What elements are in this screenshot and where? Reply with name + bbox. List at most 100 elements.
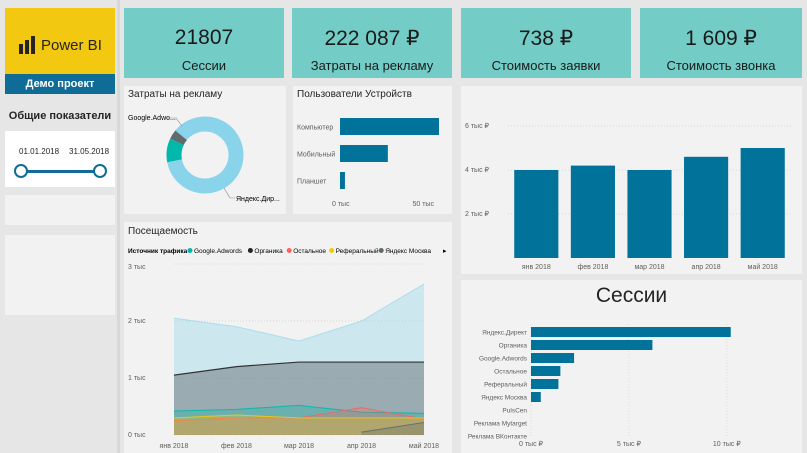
category-label: апр 2018: [692, 264, 721, 271]
legend-marker: [187, 248, 193, 253]
donut-slice: [166, 138, 184, 163]
traffic-area-chart[interactable]: Источник трафика Google.Adwords Органика Ос…: [124, 222, 452, 453]
bar: [340, 118, 439, 135]
date-to[interactable]: 31.05.2018: [69, 147, 110, 156]
bar: [531, 379, 559, 389]
kpi-sessions: 21807 Сессии: [124, 8, 284, 78]
legend-scroll-arrow: ▸: [443, 248, 447, 255]
leader-line: [223, 187, 235, 199]
kpi-label: Стоимость звонка: [666, 58, 776, 73]
donut-slice: [167, 116, 244, 194]
devices-bar-chart[interactable]: Компьютер Мобильный Планшет 0 тыс 50 тыс: [293, 86, 452, 214]
bar: [570, 165, 615, 258]
section-title: Общие показатели: [8, 110, 112, 122]
series-area: [361, 422, 424, 435]
donut-slice: [170, 130, 188, 146]
bar: [531, 366, 561, 376]
legend-marker: [286, 248, 292, 253]
legend-entry: Реферальный: [336, 247, 379, 255]
legend-marker: [378, 248, 384, 253]
devices-panel: Пользователи Устройств Компьютер Мобильны…: [293, 86, 452, 214]
ad-costs-panel: Затраты на рекламу Google.Adwo... Яндекс.…: [124, 86, 286, 214]
tick-label: 3 тыс: [128, 264, 146, 271]
tick-label: 0 тыс: [128, 432, 146, 439]
bar: [531, 353, 575, 363]
date-from[interactable]: 01.01.2018: [19, 147, 60, 156]
category-label: Google.Adwords: [479, 356, 528, 363]
series-area: [174, 407, 424, 435]
bar: [514, 170, 559, 258]
slider-track[interactable]: [21, 170, 101, 173]
slice-label: Яндекс.Дир...: [236, 196, 280, 203]
slider-handle-start[interactable]: [14, 164, 28, 178]
monthly-costs-panel: 2 тыс ₽ 4 тыс ₽ 6 тыс ₽ янв 2018 фев 2018 мар…: [461, 86, 802, 274]
series-line: [173, 283, 425, 342]
legend-entry: Остальное: [293, 248, 326, 255]
chart-title: Пользователи Устройств: [297, 89, 412, 100]
series-area: [174, 283, 424, 435]
tick-label: 4 тыс ₽: [465, 166, 490, 174]
legend-marker: [247, 248, 253, 253]
kpi-label: Стоимость заявки: [491, 58, 601, 73]
kpi-label: Затраты на рекламу: [310, 58, 434, 73]
kpi-call-cost: 1 609 ₽ Стоимость звонка: [640, 8, 802, 78]
bar: [531, 392, 541, 402]
chart-title: Затраты на рекламу: [128, 89, 223, 100]
leader-line: [166, 117, 183, 127]
bar: [340, 172, 345, 189]
legend-entry: Google.Adwords: [194, 248, 243, 255]
sessions-bar-chart[interactable]: 0 тыс ₽ 5 тыс ₽ 10 тыс ₽ Яндекс.Директ Орган…: [461, 280, 802, 453]
monthly-costs-chart[interactable]: 2 тыс ₽ 4 тыс ₽ 6 тыс ₽ янв 2018 фев 2018 мар…: [461, 86, 802, 274]
kpi-label: Сессии: [181, 58, 227, 73]
category-label: Компьютер: [297, 125, 333, 132]
slice-label: Google.Adwo...: [128, 115, 176, 122]
series-line: [173, 414, 424, 419]
category-label: янв 2018: [522, 264, 551, 271]
category-label: Планшет: [297, 179, 327, 186]
tick-label: 10 тыс ₽: [713, 440, 741, 448]
tick-label: 0 тыс: [332, 201, 350, 208]
ad-costs-donut[interactable]: Google.Adwo... Яндекс.Дир...: [124, 86, 286, 214]
kpi-lead-cost: 738 ₽ Стоимость заявки: [461, 8, 631, 78]
kpi-value: 222 087 ₽: [324, 27, 420, 50]
tick-label: 5 тыс ₽: [617, 440, 642, 448]
series-line: [173, 361, 424, 376]
category-label: Реклама Mytarget: [474, 421, 527, 428]
sessions-panel: Сессии 0 тыс ₽ 5 тыс ₽ 10 тыс ₽ Яндекс.Дире…: [461, 280, 802, 453]
series-area: [174, 362, 424, 435]
category-label: фев 2018: [577, 264, 608, 271]
bar: [531, 327, 731, 337]
tick-label: 50 тыс: [413, 201, 435, 208]
sidebar-empty-panel: [5, 235, 115, 315]
tick-label: 6 тыс ₽: [465, 122, 490, 130]
kpi-value: 21807: [174, 26, 234, 49]
tick-label: 1 тыс: [128, 375, 146, 382]
category-label: май 2018: [748, 263, 778, 271]
sidebar-empty-tile: [5, 195, 115, 225]
bar: [684, 156, 729, 258]
series-area: [174, 405, 424, 435]
category-label: Реферальный: [484, 381, 527, 389]
legend-entry: Органика: [254, 248, 283, 255]
brand-name: Power BI: [41, 37, 102, 54]
category-label: май 2018: [409, 442, 439, 450]
category-label: апр 2018: [347, 443, 376, 450]
slider-handle-end[interactable]: [93, 164, 107, 178]
category-label: Яндекс.Директ: [482, 330, 527, 337]
series-line: [361, 421, 425, 433]
tick-label: 0 тыс ₽: [519, 440, 544, 448]
category-label: мар 2018: [284, 443, 314, 450]
date-slicer: 01.01.2018 31.05.2018: [5, 131, 115, 187]
series-area: [174, 415, 424, 435]
category-label: Органика: [499, 343, 528, 350]
chart-title: Сессии: [595, 284, 668, 307]
tick-label: 2 тыс ₽: [465, 210, 490, 218]
category-label: Остальное: [494, 369, 527, 376]
legend-marker: [329, 248, 335, 253]
bar: [340, 145, 388, 162]
series-line: [173, 404, 425, 414]
kpi-value: 738 ₽: [518, 27, 574, 50]
category-label: фев 2018: [221, 443, 252, 450]
chart-title: Посещаемость: [128, 226, 198, 237]
brand-tile: Power BI: [5, 8, 115, 74]
